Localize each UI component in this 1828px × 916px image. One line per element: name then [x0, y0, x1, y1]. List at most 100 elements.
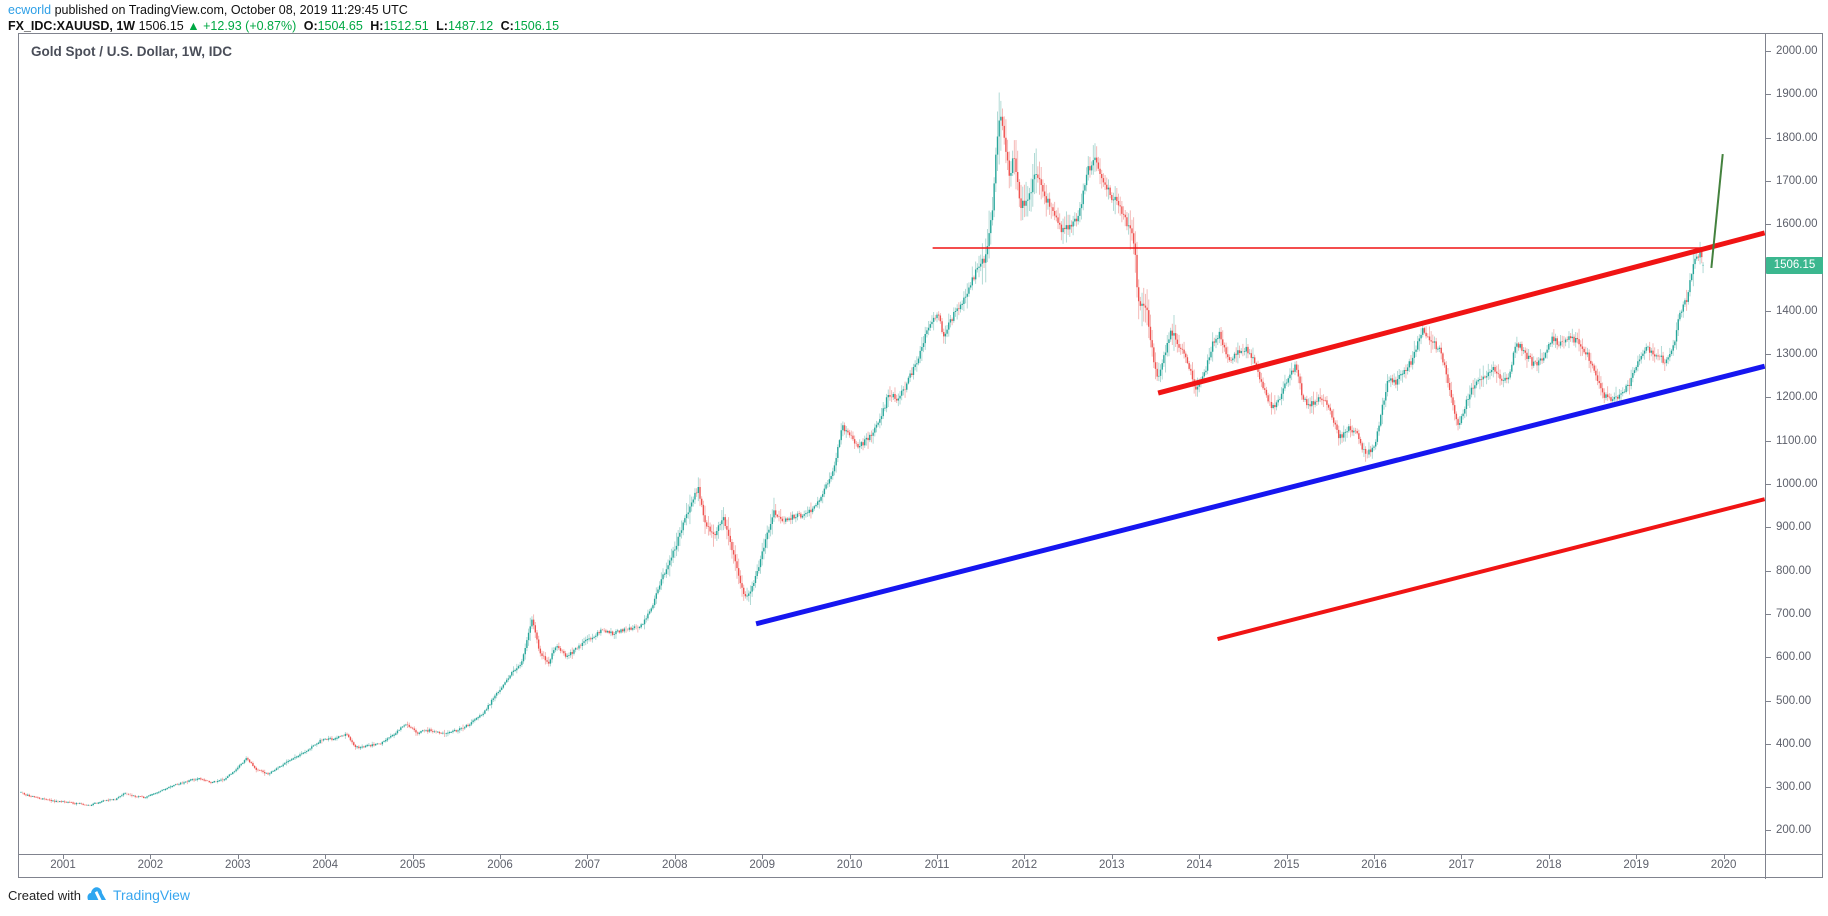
low-label: L: [436, 19, 448, 33]
time-axis-label: 2003 [225, 859, 251, 871]
price-axis-tick [1766, 527, 1771, 529]
time-axis-tick [762, 855, 764, 859]
price-axis-label: 500.00 [1776, 694, 1812, 707]
candle-wicks-down [22, 108, 1703, 807]
price-axis-label: 400.00 [1776, 737, 1812, 750]
time-axis-tick [1723, 855, 1725, 859]
time-axis-label: 2004 [312, 859, 338, 871]
time-axis-tick [1461, 855, 1463, 859]
symbol-line: FX_IDC:XAUUSD, 1W 1506.15 ▲ +12.93 (+0.8… [8, 19, 559, 34]
change-text: +12.93 (+0.87%) [203, 19, 297, 33]
up-arrow-icon: ▲ [187, 19, 200, 33]
time-axis-label: 2008 [662, 859, 688, 871]
price-axis-label: 1800.00 [1776, 131, 1818, 144]
price-axis-tick [1766, 613, 1771, 615]
price-axis-label: 1700.00 [1776, 174, 1818, 187]
time-axis-label: 2020 [1710, 859, 1737, 871]
chart-frame: Gold Spot / U.S. Dollar, 1W, IDC 200.00 3… [18, 33, 1823, 879]
price-axis-label: 300.00 [1776, 781, 1812, 794]
time-axis-tick [500, 855, 501, 859]
time-axis-label: 2014 [1186, 859, 1212, 871]
time-axis-tick [1286, 855, 1288, 859]
price-axis-tick [1766, 354, 1771, 356]
time-axis-tick [1374, 855, 1375, 859]
time-axis-label: 2002 [137, 859, 164, 871]
trend-line-red-3[interactable] [1217, 497, 1765, 641]
last-price-badge: 1506.15 [1766, 256, 1823, 274]
time-axis[interactable]: 2001 2002 2003 2004 2005 2006 2007 2008 2009 2010… [19, 854, 1765, 879]
price-axis[interactable]: 200.00 300.00 400.00 500.00 600.00 700.00 800.… [1765, 34, 1823, 854]
price-axis-tick [1766, 743, 1771, 745]
low-value: 1487.12 [447, 19, 494, 33]
price-axis-label: 600.00 [1776, 651, 1812, 664]
price-axis-tick [1766, 787, 1771, 789]
trend-line-red-1[interactable] [1157, 230, 1765, 396]
trend-line-green-4[interactable] [1710, 153, 1724, 269]
tradingview-brand-link[interactable]: TradingView [112, 887, 191, 903]
time-axis-label: 2012 [1011, 859, 1038, 871]
time-axis-label: 2018 [1536, 859, 1562, 871]
time-axis-tick [1548, 855, 1550, 859]
price-axis-tick [1766, 397, 1771, 399]
chart-title: Gold Spot / U.S. Dollar, 1W, IDC [31, 44, 233, 59]
price-axis-label: 1300.00 [1776, 348, 1818, 361]
author-link[interactable]: ecworld [8, 3, 52, 17]
chart-canvas[interactable]: Gold Spot / U.S. Dollar, 1W, IDC [19, 34, 1765, 854]
price-axis-label: 800.00 [1776, 564, 1812, 577]
candle-bodies-up [20, 116, 1704, 807]
price-axis-tick [1766, 570, 1771, 572]
time-axis-tick [1024, 855, 1026, 859]
published-line: ecworld published on TradingView.com, Oc… [8, 3, 559, 18]
time-axis-tick [63, 855, 64, 859]
price-axis-label: 1900.00 [1776, 88, 1818, 101]
close-label: C: [500, 19, 514, 33]
price-axis-label: 1600.00 [1776, 218, 1818, 231]
trend-line-blue-2[interactable] [755, 363, 1765, 627]
time-axis-label: 2001 [50, 859, 76, 871]
open-value: 1504.65 [317, 19, 363, 33]
price-axis-label: 2000.00 [1776, 45, 1818, 57]
price-axis-label: 1200.00 [1776, 391, 1818, 404]
price-axis-label: 1400.00 [1776, 304, 1818, 317]
price-axis-label: 700.00 [1776, 607, 1812, 620]
price-axis-label: 900.00 [1776, 521, 1812, 534]
symbol-text: FX_IDC:XAUUSD, 1W [8, 19, 136, 33]
time-axis-label: 2013 [1099, 859, 1125, 871]
time-axis-label: 2005 [399, 859, 426, 871]
time-axis-tick [237, 855, 239, 859]
time-axis-label: 2010 [836, 859, 863, 871]
time-axis-tick [412, 855, 414, 859]
time-axis-label: 2009 [749, 859, 775, 871]
time-axis-tick [150, 855, 152, 859]
snapshot-header: ecworld published on TradingView.com, Oc… [8, 3, 559, 34]
open-label: O: [303, 19, 318, 33]
close-value: 1506.15 [513, 19, 560, 33]
published-text: published on TradingView.com, October 08… [54, 3, 408, 17]
price-axis-tick [1766, 94, 1771, 96]
high-label: H: [370, 19, 384, 33]
price-axis-label: 1100.00 [1776, 434, 1817, 447]
time-axis-tick [937, 855, 938, 859]
price-axis-tick [1766, 440, 1771, 442]
time-axis-tick [1636, 855, 1638, 859]
time-axis-tick [587, 855, 589, 859]
price-axis-tick [1766, 657, 1771, 659]
last-price: 1506.15 [138, 19, 184, 33]
price-axis-tick [1766, 484, 1771, 485]
price-axis-tick [1766, 137, 1771, 139]
time-axis-label: 2016 [1361, 859, 1387, 871]
footer: Created with TradingView [8, 886, 190, 904]
tradingview-logo-icon [87, 886, 107, 904]
price-axis-label: 200.00 [1776, 824, 1812, 837]
price-axis-tick [1766, 51, 1771, 52]
time-axis-label: 2019 [1623, 859, 1649, 871]
time-axis-label: 2007 [574, 859, 601, 871]
candle-bodies-down [21, 116, 1703, 806]
time-axis-tick [674, 855, 676, 859]
price-axis-tick [1766, 700, 1771, 702]
time-axis-label: 2011 [924, 859, 950, 871]
time-axis-label: 2006 [487, 859, 513, 871]
time-axis-tick [1199, 855, 1201, 859]
candle-wicks-up [20, 92, 1704, 807]
